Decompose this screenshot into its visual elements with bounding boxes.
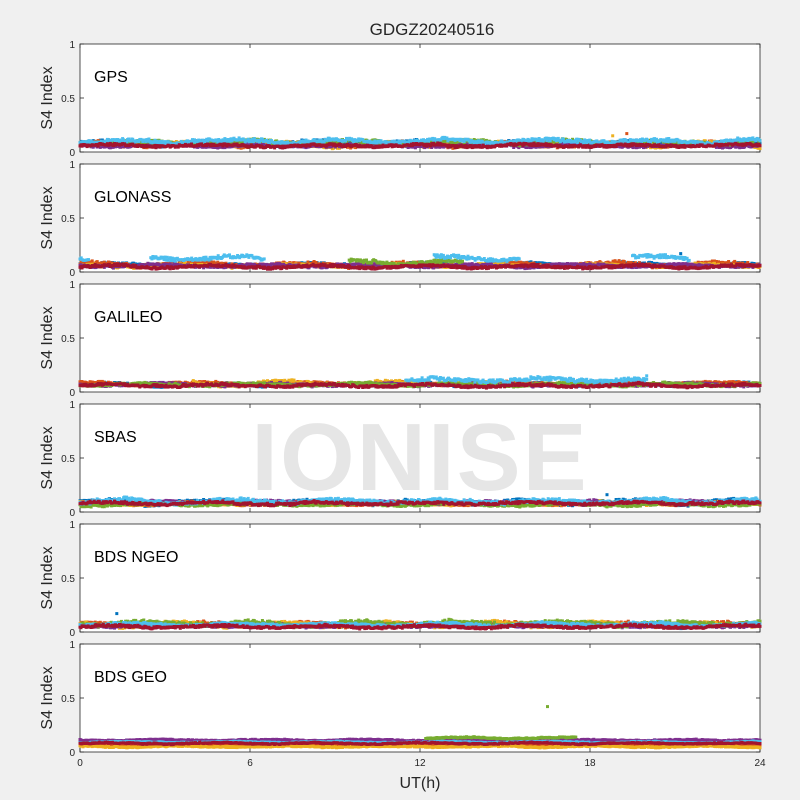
y-tick-label: 0 — [69, 268, 75, 279]
data-point — [588, 139, 591, 142]
y-axis-label: S4 Index — [39, 66, 56, 129]
outlier-point — [611, 134, 614, 137]
y-axis-label: S4 Index — [39, 186, 56, 249]
panel-label: GPS — [94, 69, 128, 86]
panel-0: 0 0.5 1 S4 Index GPS — [39, 40, 762, 159]
y-tick-label: 0.5 — [61, 214, 75, 225]
y-tick-label: 1 — [69, 40, 75, 51]
y-tick-label: 0.5 — [61, 94, 75, 105]
panel-1: 0 0.5 1 S4 Index GLONASS — [39, 160, 762, 279]
y-tick-label: 0 — [69, 148, 75, 159]
data-point — [759, 144, 762, 147]
panel-axes-box — [80, 44, 760, 152]
figure-title: GDGZ20240516 — [370, 20, 495, 39]
outlier-point — [625, 132, 628, 135]
data-point — [759, 139, 762, 142]
y-tick-label: 1 — [69, 160, 75, 171]
panel-label: GLONASS — [94, 189, 171, 206]
data-point — [759, 147, 762, 150]
